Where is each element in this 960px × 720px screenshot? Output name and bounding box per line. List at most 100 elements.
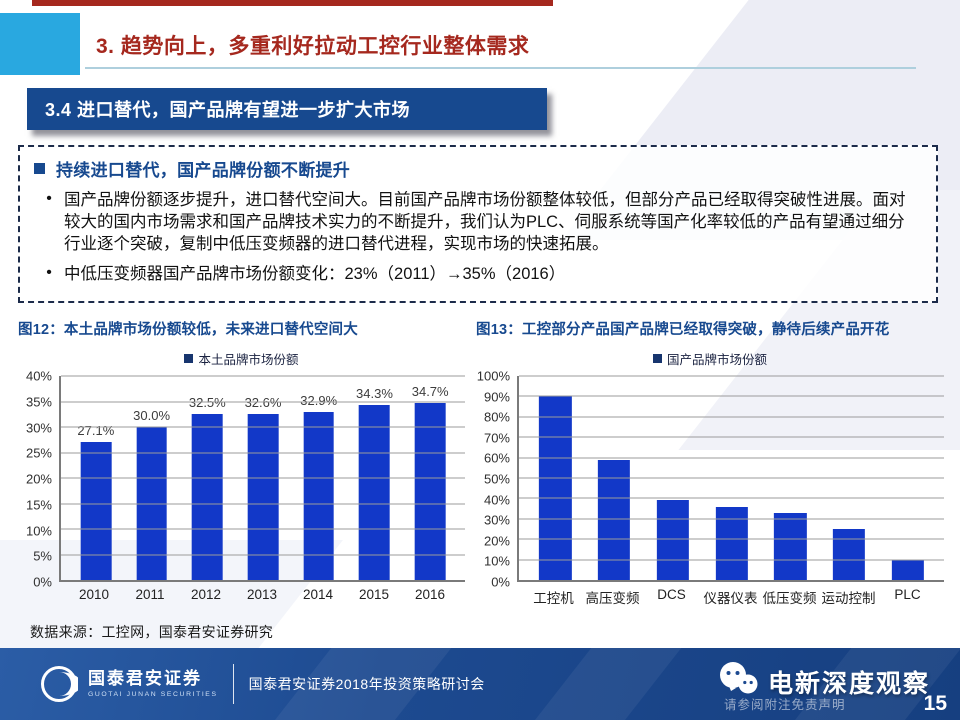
gridline [519, 559, 944, 561]
y-tick-label: 40% [25, 368, 52, 384]
x-axis-label: 工控机 [533, 591, 574, 606]
gridline [519, 416, 944, 418]
chart-title: 图12：本土品牌市场份额较低，未来进口替代空间大 [18, 322, 358, 338]
bar-slot: 32.6% [235, 376, 291, 580]
x-axis: 2010 2011 2012 2013 2014 2015 2016 [59, 587, 465, 602]
y-tick-label: 50% [483, 471, 510, 487]
gridline [519, 375, 944, 377]
key-points-heading-row: 持续进口替代，国产品牌份额不断提升 [34, 156, 920, 181]
corner-accent-block [0, 13, 80, 75]
x-axis-label: 2016 [414, 587, 446, 602]
top-accent-bar [32, 0, 553, 6]
gridline [519, 518, 944, 520]
y-tick-label: 60% [483, 450, 510, 466]
x-axis-label: 仪器仪表 [703, 591, 758, 606]
legend-label: 本土品牌市场份额 [198, 352, 299, 367]
wechat-icon [716, 660, 760, 703]
gridline [61, 375, 465, 377]
footer-divider [232, 664, 234, 704]
footer-decor [520, 648, 690, 720]
key-points-box: 持续进口替代，国产品牌份额不断提升 国产品牌份额逐步提升，进口替代空间大。目前国… [18, 145, 938, 303]
y-tick-label: 30% [25, 420, 52, 435]
chart-legend: 本土品牌市场份额 [18, 349, 465, 368]
bullet-item: 中低压变频器国产品牌市场份额变化：23%（2011）→35%（2016） [34, 264, 920, 286]
bullet-text: 中低压变频器国产品牌市场份额变化：23%（2011）→35%（2016） [64, 265, 566, 284]
figure-12: 图12：本土品牌市场份额较低，未来进口替代空间大 本土品牌市场份额 40% 35%… [18, 318, 465, 602]
y-axis: 100% 90% 80% 70% 60% 50% 40% 30% 20% 10% 0% [476, 369, 517, 590]
bullet-item: 国产品牌份额逐步提升，进口替代空间大。目前国产品牌市场份额整体较低，但部分产品已… [34, 190, 920, 255]
x-axis-label: DCS [657, 587, 686, 602]
chart-legend: 国产品牌市场份额 [476, 349, 944, 368]
bar-value-label: 34.3% [356, 386, 393, 402]
guotai-junan-logo-icon [40, 665, 78, 703]
disclaimer-text: 请参阅附注免责声明 [724, 698, 846, 712]
bar [539, 396, 572, 580]
bar-value-label: 27.1% [77, 422, 115, 438]
bar-value-label: 32.9% [300, 393, 338, 409]
bar-value-label: 34.7% [411, 384, 449, 400]
bullet-text: 国产品牌份额逐步提升，进口替代空间大。目前国产品牌市场份额整体较低，但部分产品已… [64, 191, 906, 253]
chart-body: 100% 90% 80% 70% 60% 50% 40% 30% 20% 10% 0% [476, 369, 944, 590]
y-tick-label: 40% [483, 492, 510, 508]
bar [832, 529, 866, 580]
bar-value-label: 30.0% [133, 408, 171, 423]
y-tick-label: 15% [25, 497, 52, 513]
y-axis: 40% 35% 30% 25% 20% 15% 10% 5% 0% [18, 369, 59, 590]
gridline [61, 503, 465, 504]
y-tick-label: 30% [483, 512, 510, 528]
x-axis-label: 2011 [135, 587, 165, 602]
legend-swatch-icon [184, 354, 194, 363]
subsection-title: 3.4 进口替代，国产品牌有望进一步扩大市场 [45, 100, 411, 120]
bar-slot: 27.1% [68, 376, 124, 580]
gridline [61, 528, 465, 530]
brand-names: 国泰君安证券 GUOTAI JUNAN SECURITIES [88, 669, 218, 697]
x-axis-label: PLC [894, 587, 921, 602]
y-tick-label: 20% [25, 471, 52, 487]
data-source-note: 数据来源：工控网，国泰君安证券研究 [30, 624, 274, 640]
bar [247, 413, 279, 580]
gridline [61, 554, 465, 555]
y-tick-label: 35% [25, 394, 52, 410]
square-bullet-icon [34, 163, 45, 174]
bar-value-label: 32.6% [244, 394, 282, 410]
section-title: 3. 趋势向上，多重利好拉动工控行业整体需求 [96, 35, 530, 58]
y-tick-label: 0% [491, 574, 510, 590]
bar-slot [526, 376, 585, 580]
brand-name-cn: 国泰君安证券 [88, 669, 202, 689]
bar-slot: 34.3% [347, 376, 403, 580]
bar-slot [878, 376, 937, 580]
y-tick-label: 10% [483, 553, 510, 569]
bar [80, 441, 112, 580]
wechat-watermark: 电新深度观察 [716, 660, 930, 703]
y-tick-label: 70% [483, 430, 510, 446]
x-axis-label: 高压变频 [585, 591, 640, 606]
x-axis-label: 低压变频 [762, 591, 817, 606]
watermark-text: 电新深度观察 [767, 669, 930, 698]
bar-slot [761, 376, 820, 580]
footer-bar: 国泰君安证券 GUOTAI JUNAN SECURITIES 国泰君安证券201… [0, 648, 960, 720]
x-axis-label: 运动控制 [821, 591, 876, 606]
x-axis-label: 2010 [78, 587, 110, 602]
bar-slot: 34.7% [402, 376, 458, 580]
gridline [61, 401, 465, 402]
bar-slot [820, 376, 879, 580]
event-title: 国泰君安证券2018年投资策略研讨会 [248, 676, 485, 692]
y-tick-label: 0% [33, 574, 52, 590]
chart-body: 40% 35% 30% 25% 20% 15% 10% 5% 0% 27.1% 30.0% 32.5… [18, 369, 465, 590]
legend-label: 国产品牌市场份额 [666, 352, 767, 367]
company-brand: 国泰君安证券 GUOTAI JUNAN SECURITIES 国泰君安证券201… [40, 664, 485, 704]
y-tick-label: 90% [483, 389, 510, 405]
gridline [519, 538, 944, 540]
page-number: 15 [923, 692, 947, 715]
x-axis-label: 2015 [358, 587, 390, 602]
legend-swatch-icon [652, 354, 662, 363]
bar [414, 403, 446, 580]
gridline [519, 497, 944, 499]
plot-area [517, 375, 944, 582]
bar [303, 412, 335, 580]
key-points-heading: 持续进口替代，国产品牌份额不断提升 [56, 161, 351, 180]
bar-slot [643, 376, 702, 580]
y-tick-label: 10% [25, 523, 52, 538]
x-axis-label: 2014 [302, 587, 334, 602]
